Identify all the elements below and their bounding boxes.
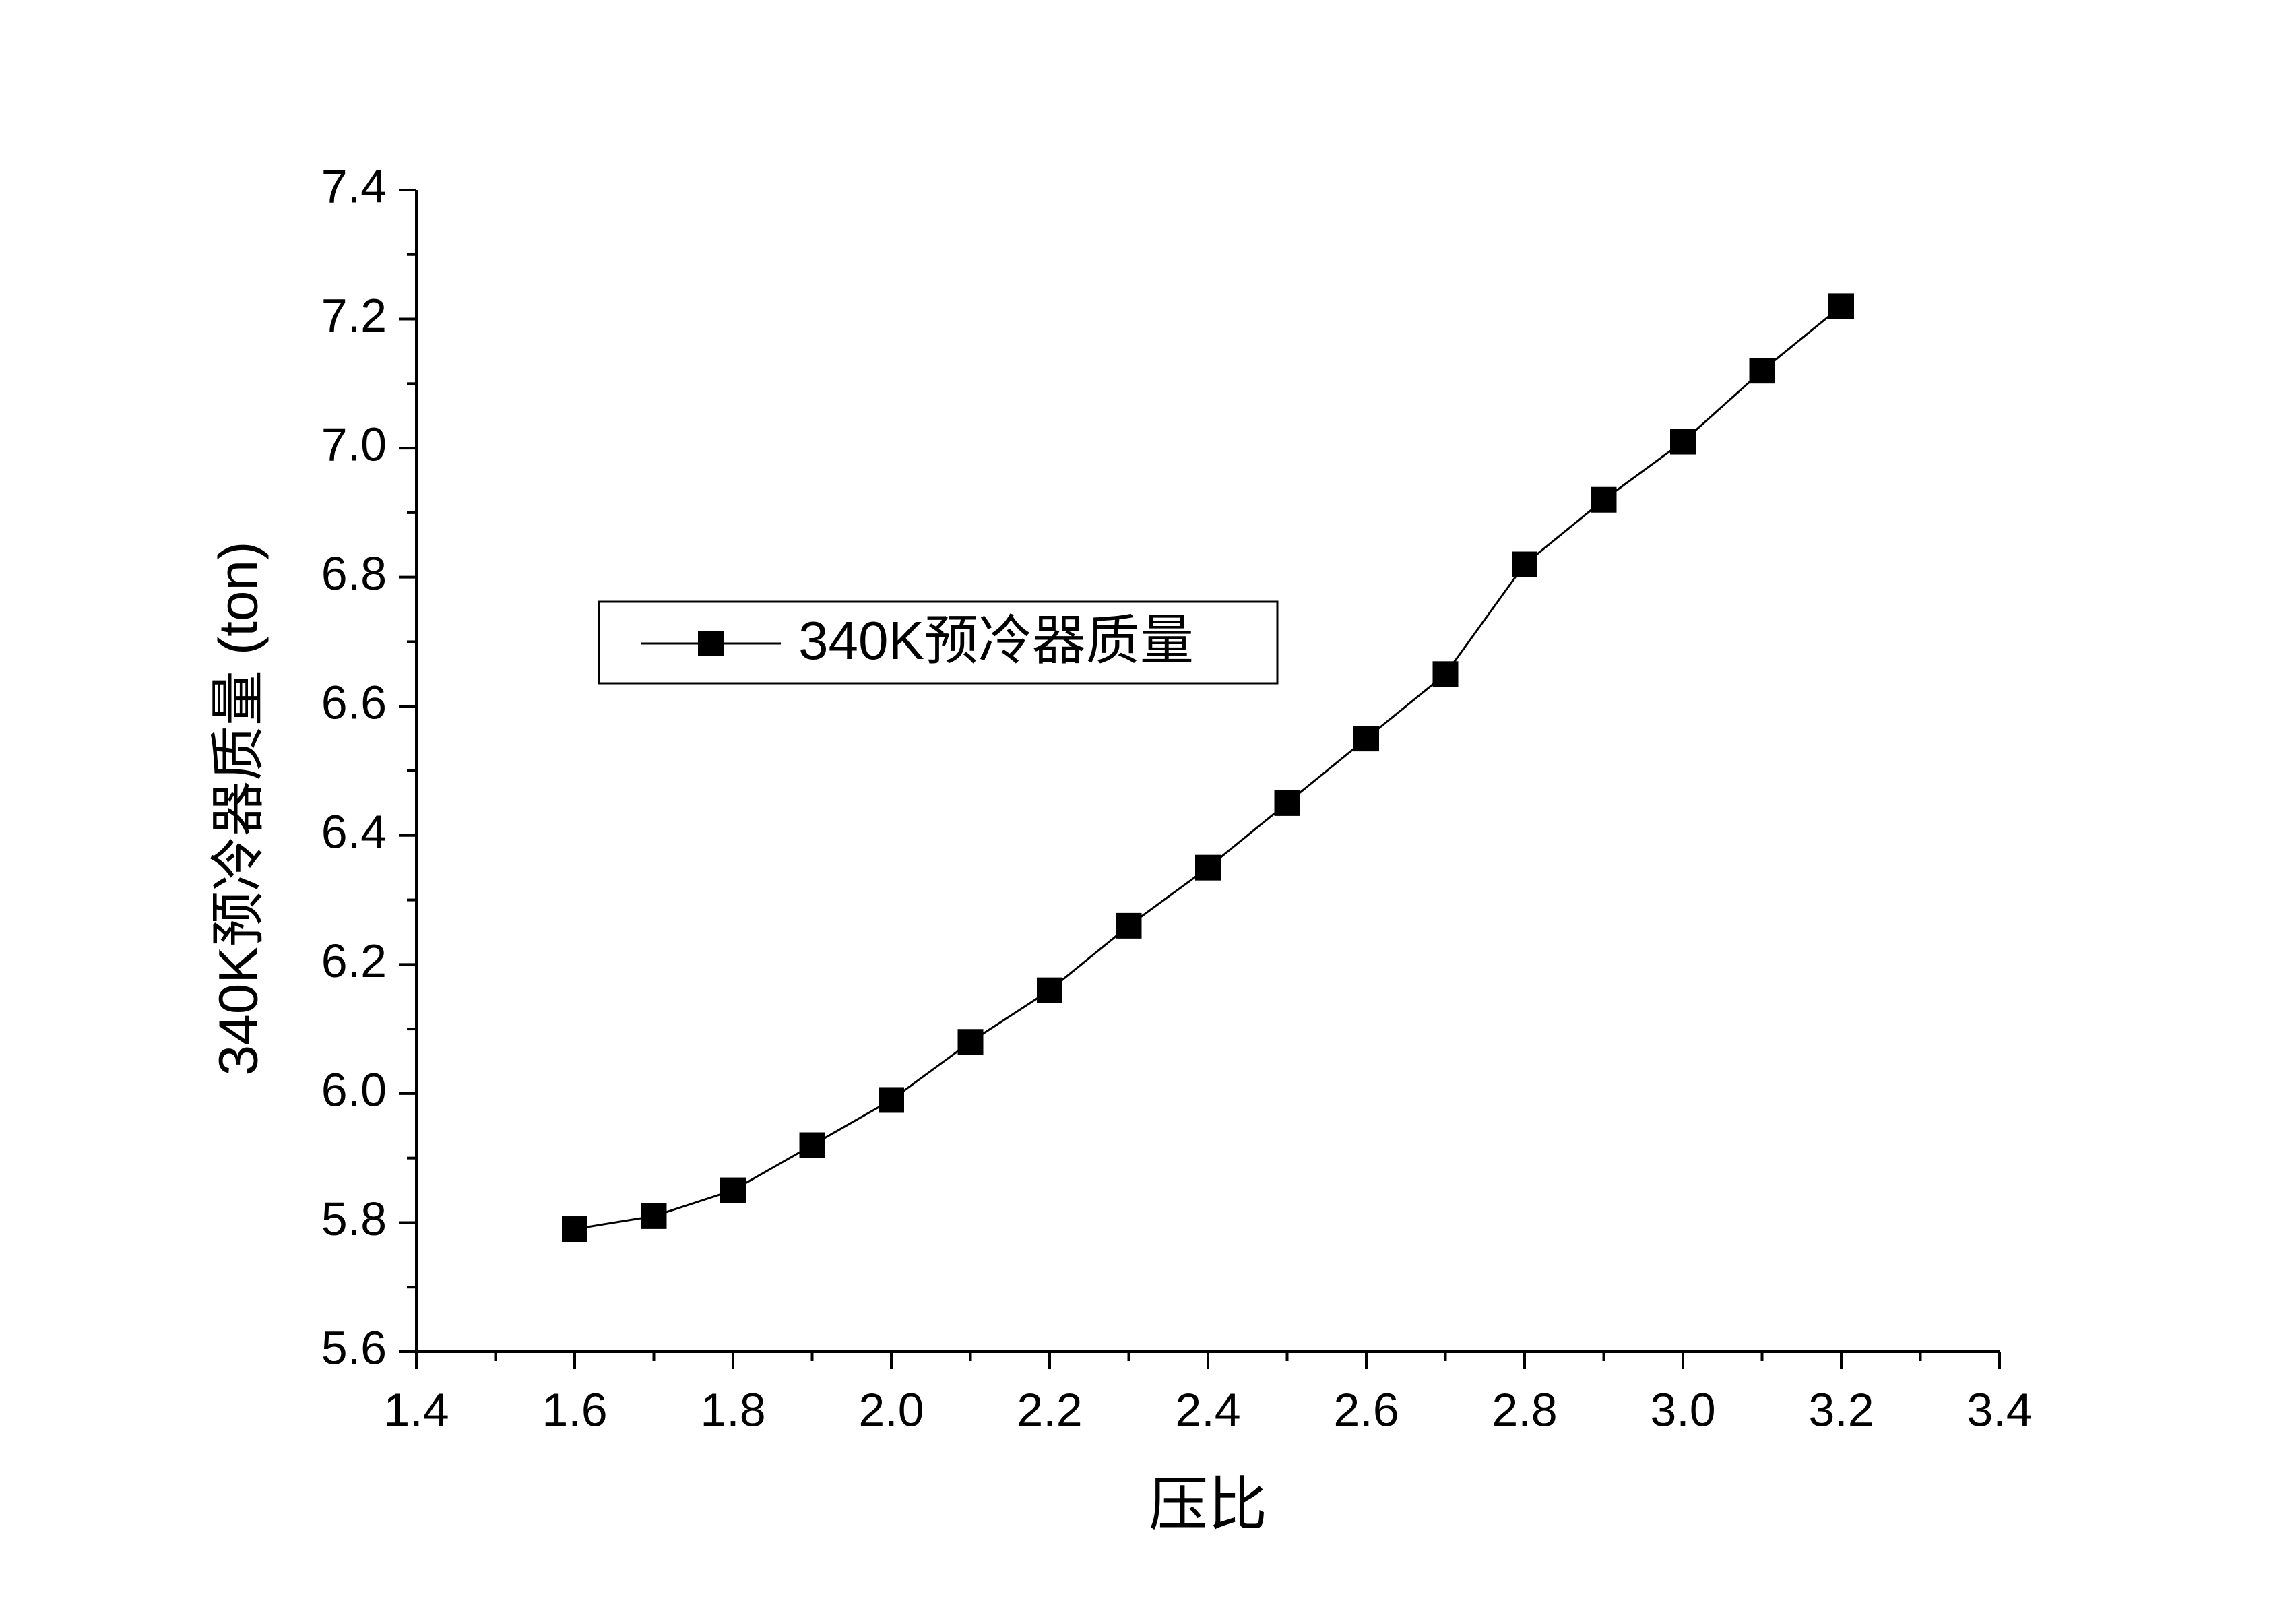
x-tick-label: 3.4: [1967, 1383, 2032, 1436]
marker: [720, 1177, 746, 1203]
x-tick-label: 2.8: [1492, 1383, 1557, 1436]
y-tick-label: 6.6: [321, 677, 387, 729]
marker: [1432, 661, 1459, 687]
y-axis-label: 340K预冷器质量 (ton): [208, 542, 269, 1076]
x-axis-label: 压比: [1149, 1470, 1267, 1539]
y-tick-label: 6.8: [321, 547, 387, 600]
legend-marker: [698, 631, 724, 656]
marker: [1512, 551, 1537, 577]
marker: [957, 1029, 984, 1055]
y-tick-label: 6.0: [321, 1063, 387, 1116]
y-tick-label: 7.4: [321, 160, 387, 212]
y-tick-label: 7.2: [321, 289, 387, 342]
x-tick-label: 2.4: [1175, 1383, 1240, 1436]
x-tick-label: 1.8: [700, 1383, 765, 1436]
y-tick-label: 6.4: [321, 805, 387, 858]
y-tick-label: 5.6: [321, 1321, 387, 1374]
y-tick-label: 5.8: [321, 1193, 387, 1245]
legend-label: 340K预冷器质量: [798, 610, 1194, 670]
marker: [562, 1216, 587, 1243]
marker: [879, 1087, 904, 1113]
marker: [1591, 486, 1617, 513]
x-tick-label: 1.4: [383, 1383, 449, 1436]
y-tick-label: 6.2: [321, 935, 387, 987]
x-tick-label: 2.6: [1333, 1383, 1399, 1436]
marker: [1116, 912, 1142, 939]
marker: [1037, 977, 1062, 1003]
x-tick-label: 2.2: [1017, 1383, 1082, 1436]
marker: [1353, 726, 1379, 752]
marker: [641, 1203, 667, 1229]
y-tick-label: 7.0: [321, 418, 387, 471]
marker: [799, 1132, 825, 1158]
marker: [1828, 293, 1854, 319]
x-tick-label: 3.0: [1650, 1383, 1715, 1436]
x-tick-label: 3.2: [1808, 1383, 1874, 1436]
x-tick-label: 2.0: [858, 1383, 924, 1436]
x-tick-label: 1.6: [542, 1383, 607, 1436]
marker: [1195, 854, 1221, 881]
marker: [1670, 429, 1696, 455]
marker: [1749, 358, 1775, 384]
marker: [1274, 790, 1300, 816]
